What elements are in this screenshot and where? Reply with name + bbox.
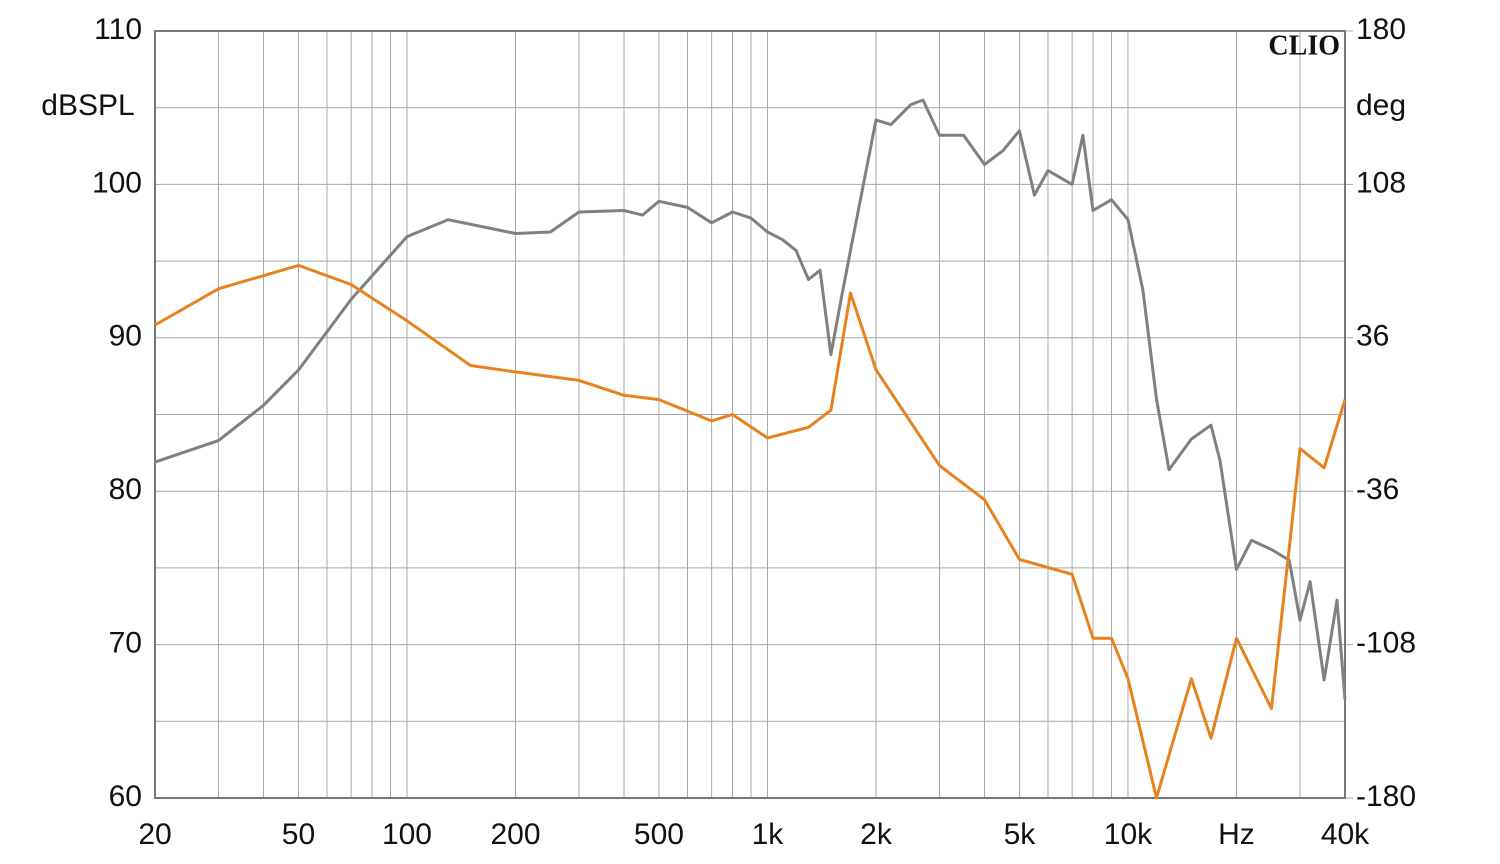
- y2-tick-label: 108: [1356, 166, 1406, 199]
- x-tick-label: 2k: [860, 818, 893, 851]
- x-tick-label: 200: [490, 818, 540, 851]
- x-tick-label: 100: [382, 818, 432, 851]
- y-tick-label: 70: [109, 627, 142, 660]
- y-tick-label: 110: [94, 13, 142, 46]
- series-line: [154, 98, 1347, 700]
- x-tick-label: Hz: [1218, 818, 1255, 851]
- x-tick-label: 50: [282, 818, 315, 851]
- y2-axis-label: deg: [1356, 89, 1406, 122]
- x-tick-label: 1k: [752, 818, 785, 851]
- y2-tick-label: 36: [1356, 320, 1389, 353]
- x-tick-label: 10k: [1104, 818, 1153, 851]
- y-tick-label: 60: [109, 780, 142, 813]
- y2-tick-label: 180: [1356, 13, 1406, 46]
- y2-tick-label: -108: [1356, 627, 1416, 660]
- x-tick-label: 40k: [1321, 818, 1370, 851]
- x-tick-label: 5k: [1004, 818, 1037, 851]
- y-tick-label: 100: [92, 166, 142, 199]
- y-tick-label: 80: [109, 473, 142, 506]
- x-tick-label: 20: [138, 818, 171, 851]
- plot-frame: [154, 30, 1346, 799]
- brand-label: CLIO: [1268, 30, 1340, 61]
- y2-tick-label: -36: [1356, 473, 1399, 506]
- y2-tick-label: -180: [1356, 780, 1416, 813]
- series-line: [154, 263, 1347, 800]
- y-tick-label: 90: [109, 320, 142, 353]
- x-tick-label: 500: [634, 818, 684, 851]
- y-axis-label: dBSPL: [41, 89, 134, 122]
